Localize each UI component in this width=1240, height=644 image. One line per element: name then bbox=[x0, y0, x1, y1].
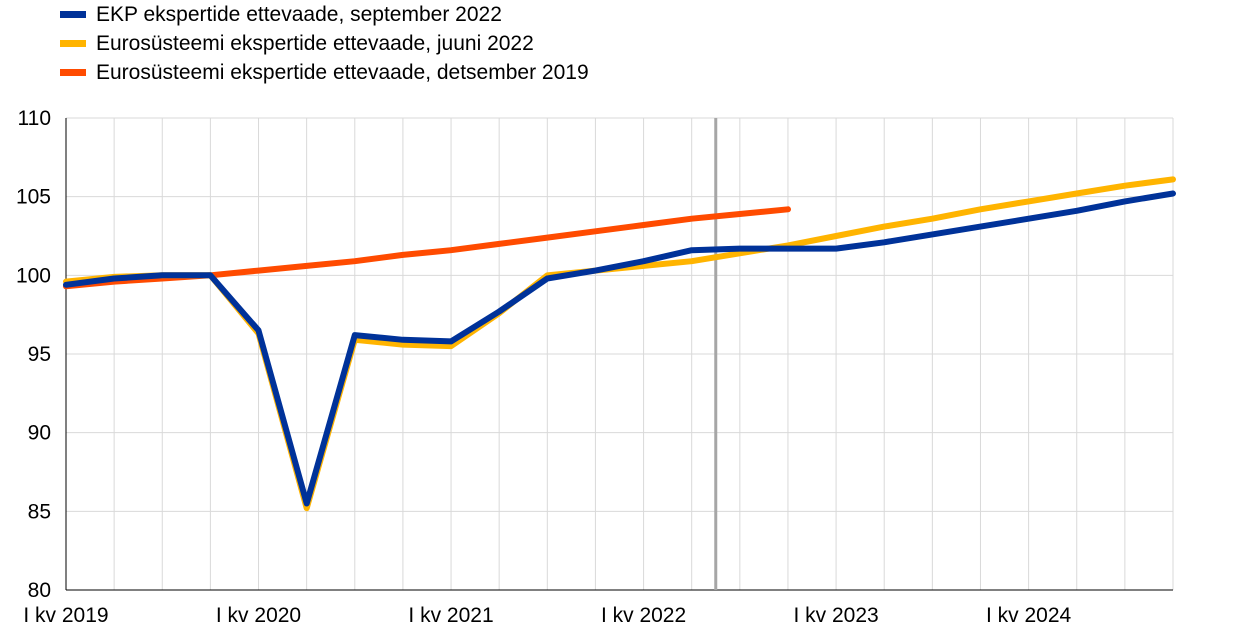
y-tick-label: 90 bbox=[28, 422, 51, 445]
legend: EKP ekspertide ettevaade, september 2022… bbox=[60, 0, 589, 87]
legend-item-eurosystem-jun-2022: Eurosüsteemi ekspertide ettevaade, juuni… bbox=[60, 29, 589, 58]
series-lines bbox=[63, 176, 1176, 512]
y-tick-label: 85 bbox=[28, 500, 51, 523]
legend-label: Eurosüsteemi ekspertide ettevaade, juuni… bbox=[96, 31, 534, 55]
y-tick-label: 80 bbox=[28, 579, 51, 602]
tick-labels: 80 85 90 95 100 105 110 I kv 2019 I kv 2020 I kv … bbox=[16, 107, 1072, 627]
series-line bbox=[63, 190, 1176, 507]
legend-swatch bbox=[60, 11, 86, 18]
y-tick-label: 110 bbox=[18, 107, 51, 130]
legend-item-eurosystem-dec-2019: Eurosüsteemi ekspertide ettevaade, detse… bbox=[60, 58, 589, 87]
x-tick-label: I kv 2020 bbox=[216, 604, 301, 627]
x-tick-label: I kv 2024 bbox=[986, 604, 1072, 627]
x-tick-label: I kv 2022 bbox=[601, 604, 686, 627]
legend-swatch bbox=[60, 69, 86, 76]
x-tick-label: I kv 2023 bbox=[793, 604, 878, 627]
legend-label: Eurosüsteemi ekspertide ettevaade, detse… bbox=[96, 60, 589, 84]
y-tick-label: 95 bbox=[28, 343, 51, 366]
grid bbox=[65, 117, 1174, 591]
axes bbox=[65, 118, 1173, 591]
x-tick-label: I kv 2021 bbox=[408, 604, 493, 627]
x-tick-label: I kv 2019 bbox=[23, 604, 108, 627]
legend-label: EKP ekspertide ettevaade, september 2022 bbox=[96, 2, 502, 26]
y-tick-label: 105 bbox=[16, 186, 51, 209]
y-tick-label: 100 bbox=[16, 264, 51, 287]
legend-swatch bbox=[60, 40, 86, 47]
legend-item-ecb-sep-2022: EKP ekspertide ettevaade, september 2022 bbox=[60, 0, 589, 29]
